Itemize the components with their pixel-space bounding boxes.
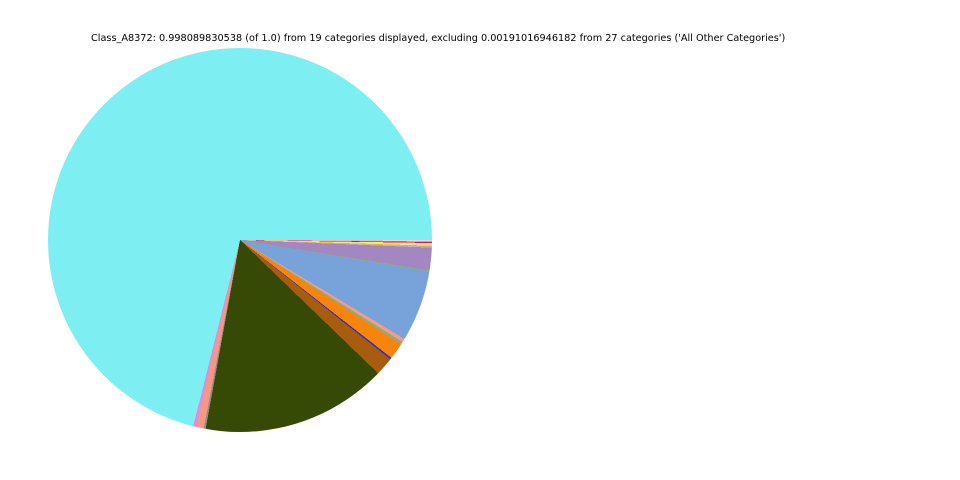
chart-title: Class_A8372: 0.998089830538 (of 1.0) fro… <box>91 33 786 44</box>
pie-chart <box>48 48 432 432</box>
